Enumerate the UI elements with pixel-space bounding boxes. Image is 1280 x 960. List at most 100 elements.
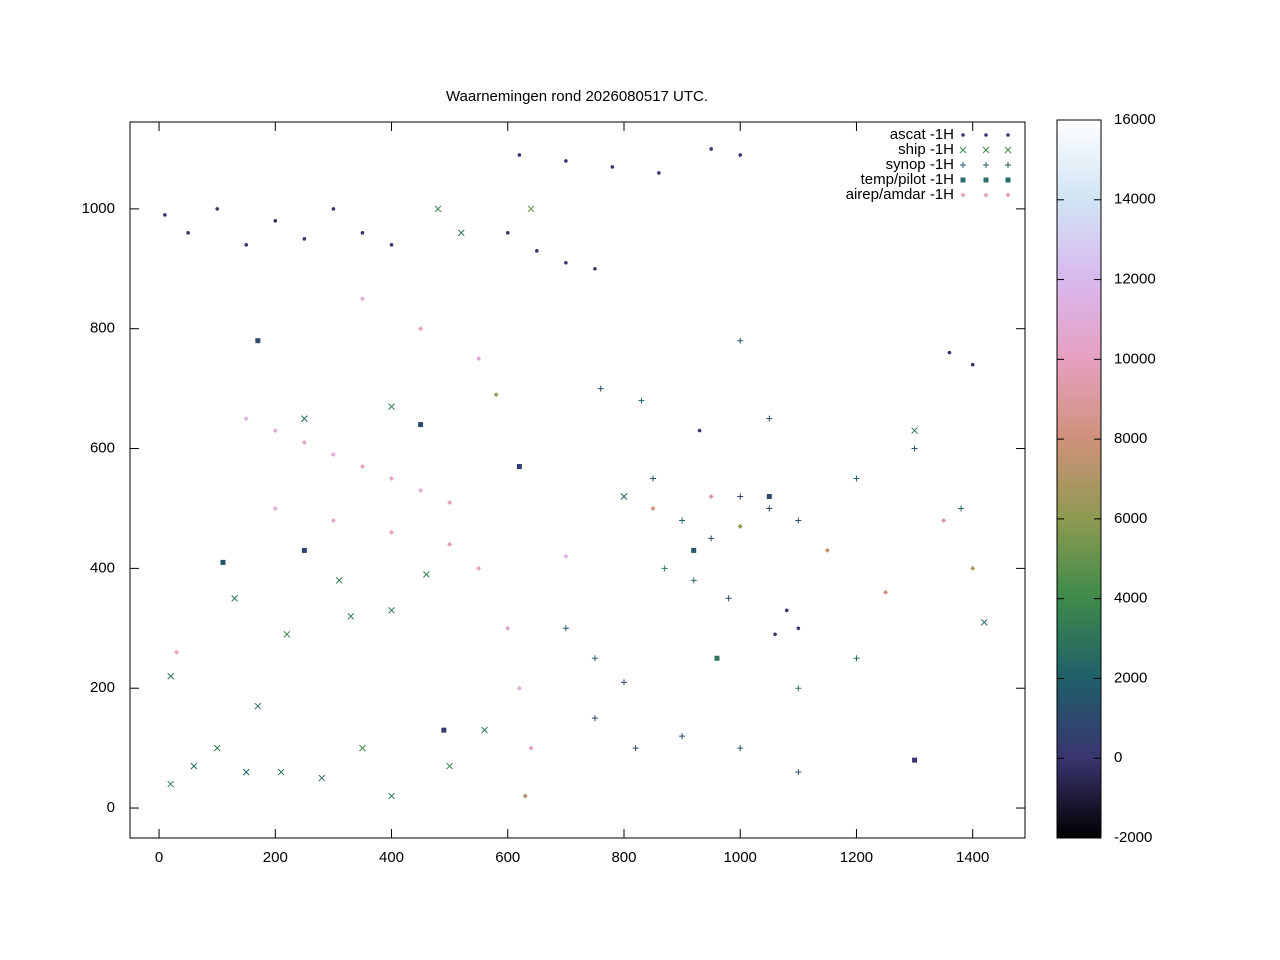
data-point	[457, 229, 465, 237]
data-point	[911, 445, 918, 452]
x-tick-label: 200	[263, 849, 288, 866]
y-tick-label: 800	[90, 320, 115, 337]
marker-shape	[516, 685, 522, 691]
marker-shape	[824, 547, 830, 553]
marker-shape	[389, 476, 395, 482]
data-point	[912, 757, 918, 763]
marker-shape	[853, 475, 860, 482]
marker-shape	[941, 517, 947, 523]
data-point	[679, 733, 686, 740]
marker-shape	[708, 535, 715, 542]
marker-shape	[163, 213, 167, 217]
data-point	[243, 416, 249, 422]
marker-shape	[960, 177, 966, 183]
data-point	[650, 505, 656, 511]
data-point	[505, 231, 510, 235]
marker-shape	[970, 362, 975, 367]
marker-shape	[522, 793, 528, 799]
data-point	[970, 565, 976, 571]
data-point	[564, 159, 568, 163]
marker-shape	[773, 632, 777, 637]
legend-key	[1005, 192, 1011, 198]
marker-shape	[697, 428, 702, 433]
marker-shape	[423, 571, 430, 578]
x-tick-label: 1200	[840, 849, 873, 866]
legend-key	[1004, 146, 1012, 154]
data-point	[947, 350, 952, 355]
data-point	[593, 266, 597, 271]
data-point	[738, 153, 743, 157]
marker-shape	[597, 385, 604, 392]
data-point	[958, 505, 965, 512]
data-point	[173, 649, 179, 655]
marker-shape	[1005, 177, 1011, 183]
data-point	[231, 594, 238, 602]
data-point	[737, 745, 744, 752]
marker-shape	[535, 249, 539, 253]
marker-shape	[220, 559, 226, 565]
data-point	[632, 745, 639, 752]
marker-shape	[593, 266, 597, 271]
marker-shape	[911, 427, 918, 434]
data-point	[360, 231, 365, 235]
marker-shape	[528, 745, 534, 751]
marker-shape	[389, 529, 395, 535]
marker-shape	[418, 326, 424, 332]
data-point	[434, 205, 442, 213]
marker-shape	[517, 153, 522, 157]
data-point	[535, 249, 539, 253]
marker-shape	[167, 780, 175, 788]
marker-shape	[795, 769, 802, 776]
marker-shape	[947, 350, 952, 355]
marker-shape	[610, 165, 615, 169]
data-point	[186, 231, 190, 235]
legend-key	[1005, 177, 1011, 183]
marker-shape	[564, 261, 568, 265]
marker-shape	[1005, 192, 1011, 198]
data-point	[773, 632, 777, 637]
data-point	[661, 565, 668, 572]
data-point	[300, 415, 308, 422]
marker-shape	[980, 618, 988, 626]
data-point	[254, 702, 262, 710]
data-point	[650, 475, 657, 482]
data-point	[277, 768, 285, 776]
marker-shape	[562, 625, 569, 632]
marker-shape	[318, 774, 326, 782]
data-point	[517, 153, 522, 157]
marker-shape	[982, 146, 990, 154]
data-point	[784, 608, 789, 613]
data-point	[505, 625, 511, 631]
marker-shape	[173, 649, 179, 655]
marker-shape	[691, 547, 697, 553]
marker-shape	[983, 192, 989, 198]
legend-key	[983, 162, 989, 168]
data-point	[220, 559, 226, 565]
marker-shape	[984, 133, 988, 137]
marker-shape	[709, 147, 713, 151]
data-point	[447, 499, 453, 505]
data-point	[714, 655, 720, 661]
marker-shape	[231, 594, 238, 602]
marker-shape	[620, 493, 628, 500]
marker-shape	[650, 475, 657, 482]
data-point	[620, 679, 627, 686]
y-tick-label: 400	[90, 559, 115, 576]
x-tick-label: 0	[155, 849, 163, 866]
marker-shape	[330, 452, 336, 458]
data-point	[388, 792, 395, 800]
colorbar-tick-label: 12000	[1114, 271, 1156, 288]
y-tick-label: 1000	[82, 200, 115, 217]
data-point	[691, 547, 697, 553]
marker-shape	[446, 762, 453, 770]
marker-shape	[254, 702, 262, 710]
plot-frame	[129, 121, 1026, 839]
data-point	[766, 415, 773, 422]
marker-shape	[418, 422, 424, 428]
marker-shape	[657, 171, 661, 175]
legend-label: ship -1H	[898, 141, 954, 158]
marker-shape	[983, 177, 989, 183]
data-point	[476, 565, 482, 571]
marker-shape	[447, 541, 453, 547]
